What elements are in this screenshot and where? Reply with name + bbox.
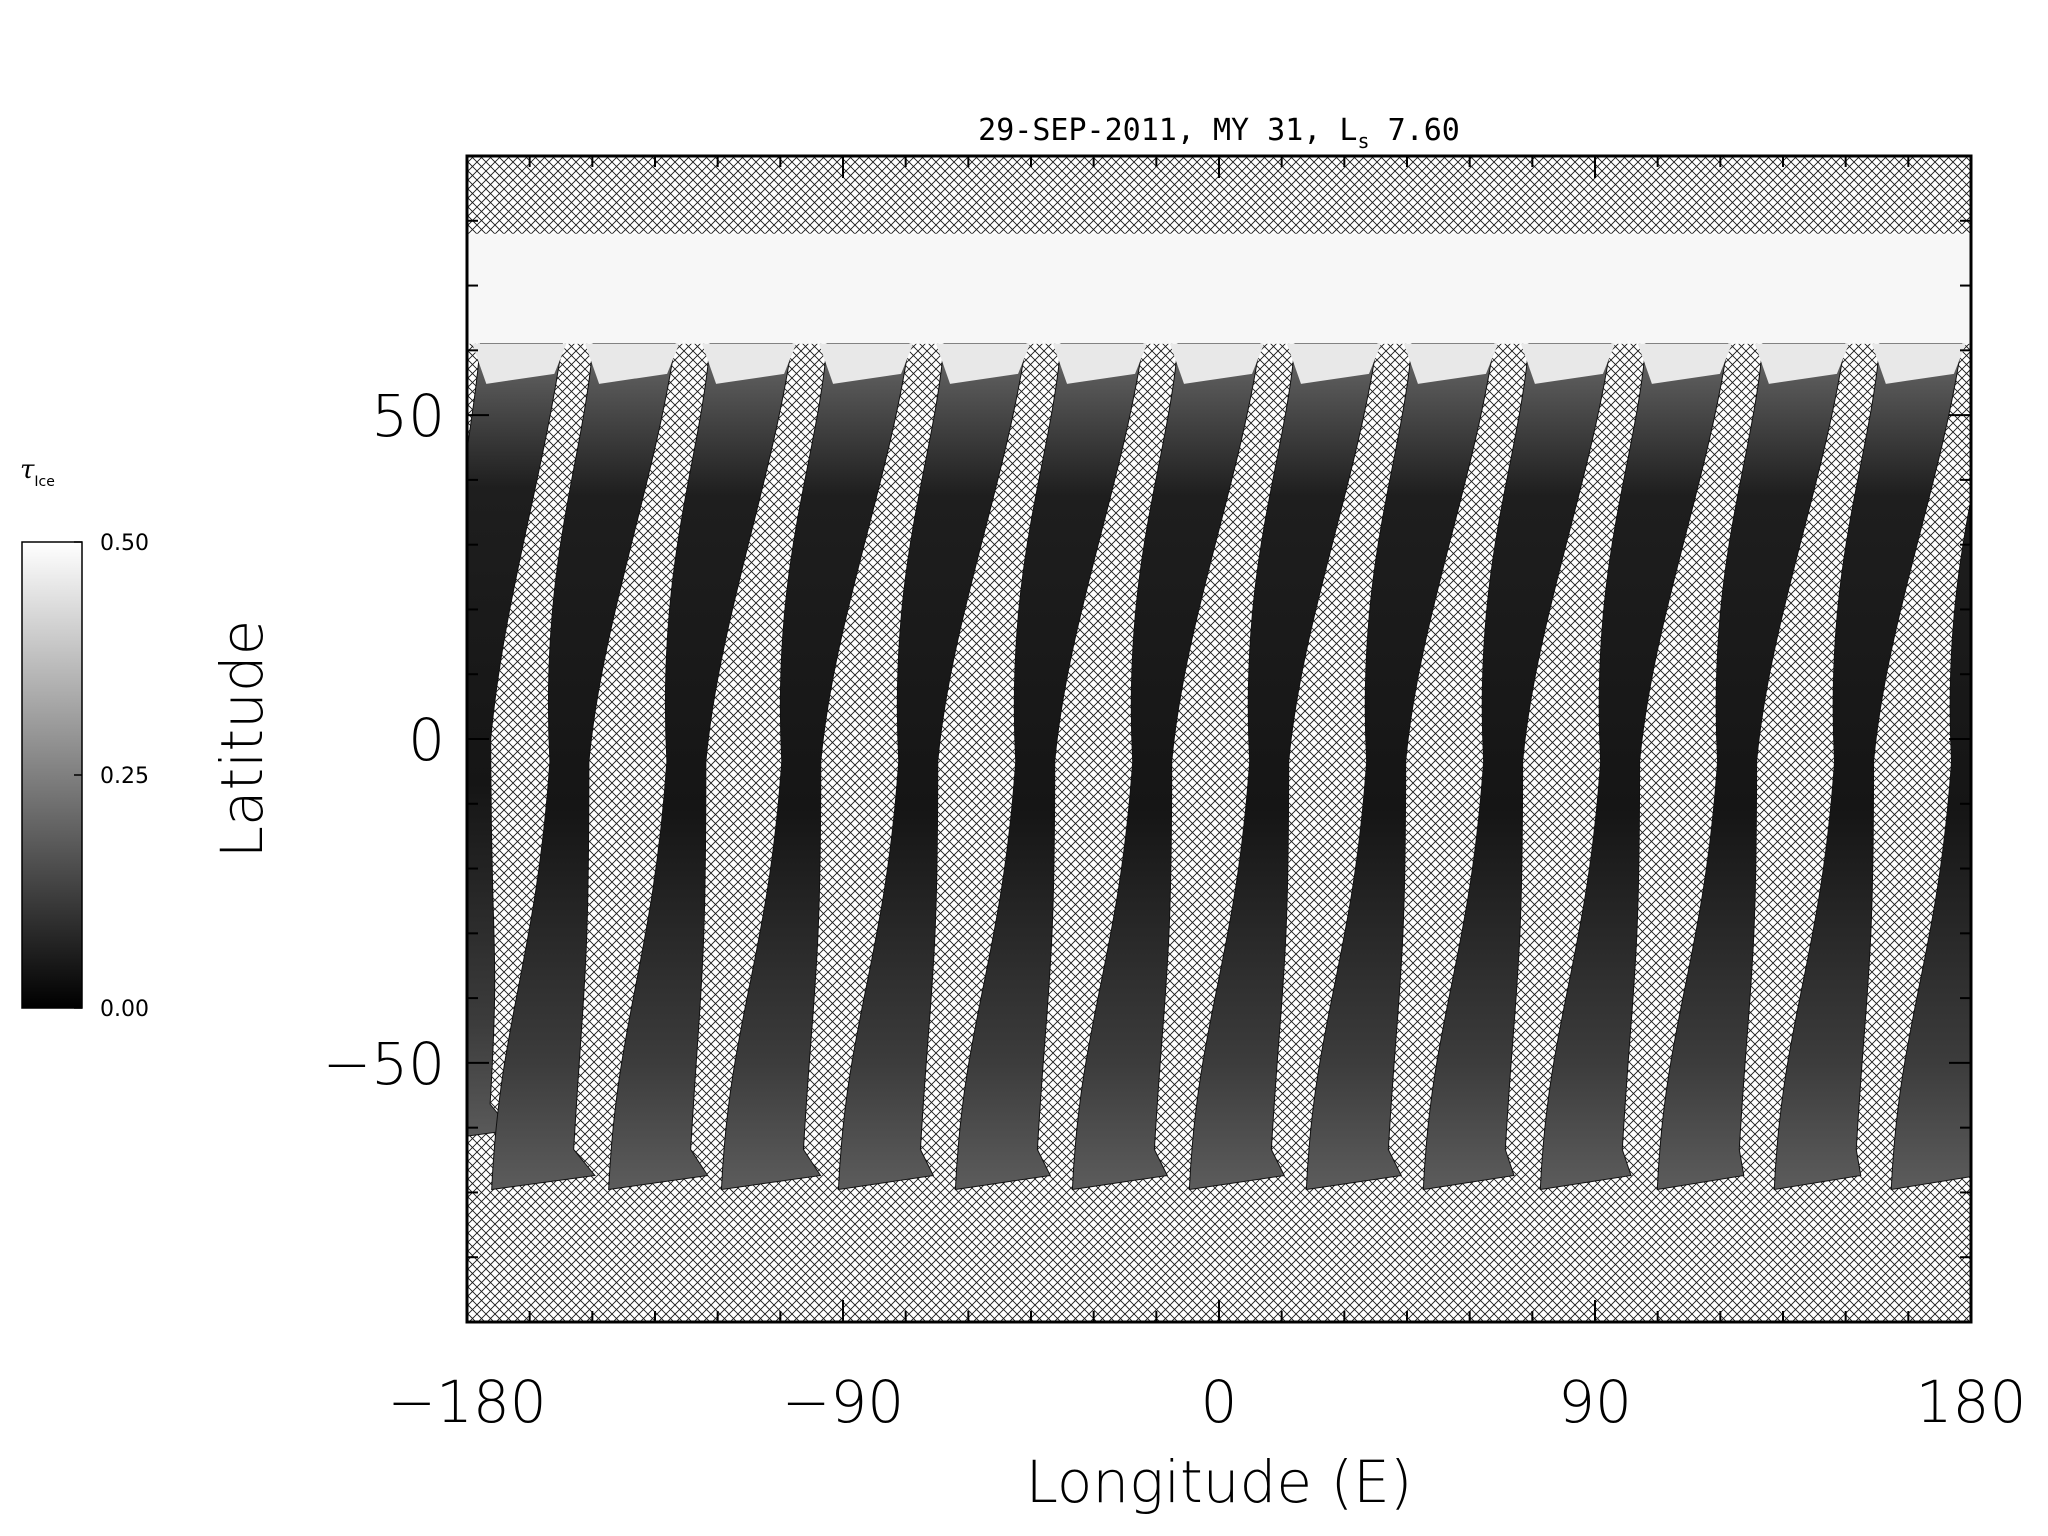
swath-cap-10 [1520, 343, 1615, 384]
title-ls-subscript: s [1357, 129, 1369, 153]
swath-layer [467, 343, 2048, 1191]
swath-cap-14 [1989, 344, 2048, 384]
swath-cap-1 [472, 343, 567, 384]
swath-2 [491, 343, 676, 1191]
swath-8 [1188, 343, 1378, 1191]
y-axis-label: Latitude [208, 620, 276, 859]
y-tick-label: 50 [371, 382, 445, 450]
colorbar: τIce 0.00 0.25 0.50 [20, 455, 149, 1022]
colorbar-ticks: 0.00 0.25 0.50 [74, 531, 149, 1022]
swath-11 [1539, 343, 1729, 1191]
colorbar-tick-label: 0.00 [100, 997, 149, 1022]
y-tick-label: −50 [323, 1030, 445, 1098]
swath-cap-3 [702, 343, 797, 384]
swath-13 [1773, 343, 1963, 1191]
swath-6 [954, 343, 1144, 1191]
polar-cap-band [467, 233, 1971, 344]
colorbar-title: τIce [20, 455, 55, 490]
swath-cap-12 [1754, 343, 1849, 384]
swath-cap-5 [936, 343, 1031, 384]
swath-cap-9 [1403, 343, 1498, 384]
title-ls-prefix: L [1339, 113, 1357, 148]
colorbar-tick-label: 0.50 [100, 531, 149, 556]
x-tick-label: 180 [1916, 1368, 2027, 1436]
axis-ticks [466, 155, 1972, 1323]
swath-cap-2 [585, 343, 680, 384]
colorbar-tick-label: 0.25 [100, 764, 149, 789]
x-tick-label: −90 [782, 1368, 904, 1436]
colorbar-title-sub: Ice [34, 474, 54, 490]
swath-10 [1422, 343, 1612, 1191]
title-mars-year: MY 31 [1213, 113, 1303, 148]
colorbar-title-symbol: τ [20, 455, 35, 485]
swath-cap-7 [1170, 343, 1264, 384]
plot-area [465, 154, 2048, 1324]
north-polar-cap [467, 233, 1971, 344]
colorbar-gradient [21, 541, 83, 1009]
swath-12 [1656, 343, 1846, 1191]
title-ls-value: 7.60 [1388, 113, 1460, 148]
swath-cap-4 [819, 343, 914, 384]
swath-14 [1890, 496, 1971, 1191]
swath-4 [720, 343, 910, 1191]
chart-title: 29-SEP-2011, MY 31, Ls 7.60 [978, 113, 1460, 153]
x-tick-label: −180 [387, 1368, 546, 1436]
swath-cap-13 [1871, 343, 1966, 384]
swath-9 [1305, 343, 1495, 1191]
y-tick-label: 0 [408, 706, 445, 774]
title-date: 29-SEP-2011 [978, 113, 1177, 148]
swath-cap-8 [1286, 343, 1381, 384]
swath-5 [837, 343, 1027, 1191]
x-tick-labels: −180 −90 0 90 180 [387, 1368, 2026, 1436]
x-axis-label: Longitude (E) [1026, 1448, 1413, 1516]
y-tick-labels: −50 0 50 [323, 382, 445, 1098]
swath-cap-6 [1053, 343, 1148, 384]
x-tick-label: 90 [1558, 1368, 1632, 1436]
swath-7 [1071, 343, 1261, 1191]
swath-cap-11 [1637, 343, 1732, 384]
x-tick-label: 0 [1201, 1368, 1238, 1436]
swath-3 [608, 343, 793, 1191]
